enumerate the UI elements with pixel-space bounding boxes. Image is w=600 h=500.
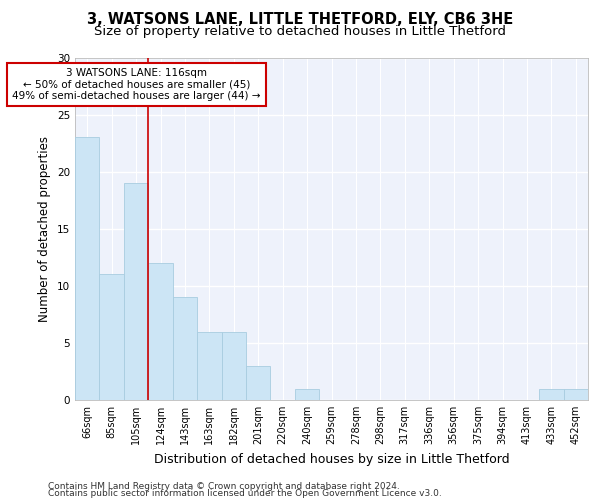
- Text: Contains HM Land Registry data © Crown copyright and database right 2024.: Contains HM Land Registry data © Crown c…: [48, 482, 400, 491]
- Bar: [75, 138, 100, 400]
- Text: 3 WATSONS LANE: 116sqm
← 50% of detached houses are smaller (45)
49% of semi-det: 3 WATSONS LANE: 116sqm ← 50% of detached…: [13, 68, 261, 101]
- Bar: [563, 388, 588, 400]
- Text: Contains public sector information licensed under the Open Government Licence v3: Contains public sector information licen…: [48, 489, 442, 498]
- Bar: [148, 263, 173, 400]
- Y-axis label: Number of detached properties: Number of detached properties: [38, 136, 52, 322]
- Bar: [295, 388, 319, 400]
- Bar: [221, 332, 246, 400]
- Text: Size of property relative to detached houses in Little Thetford: Size of property relative to detached ho…: [94, 25, 506, 38]
- Bar: [100, 274, 124, 400]
- X-axis label: Distribution of detached houses by size in Little Thetford: Distribution of detached houses by size …: [154, 452, 509, 466]
- Bar: [124, 183, 148, 400]
- Text: 3, WATSONS LANE, LITTLE THETFORD, ELY, CB6 3HE: 3, WATSONS LANE, LITTLE THETFORD, ELY, C…: [87, 12, 513, 28]
- Bar: [246, 366, 271, 400]
- Bar: [197, 332, 221, 400]
- Bar: [173, 297, 197, 400]
- Bar: [539, 388, 563, 400]
